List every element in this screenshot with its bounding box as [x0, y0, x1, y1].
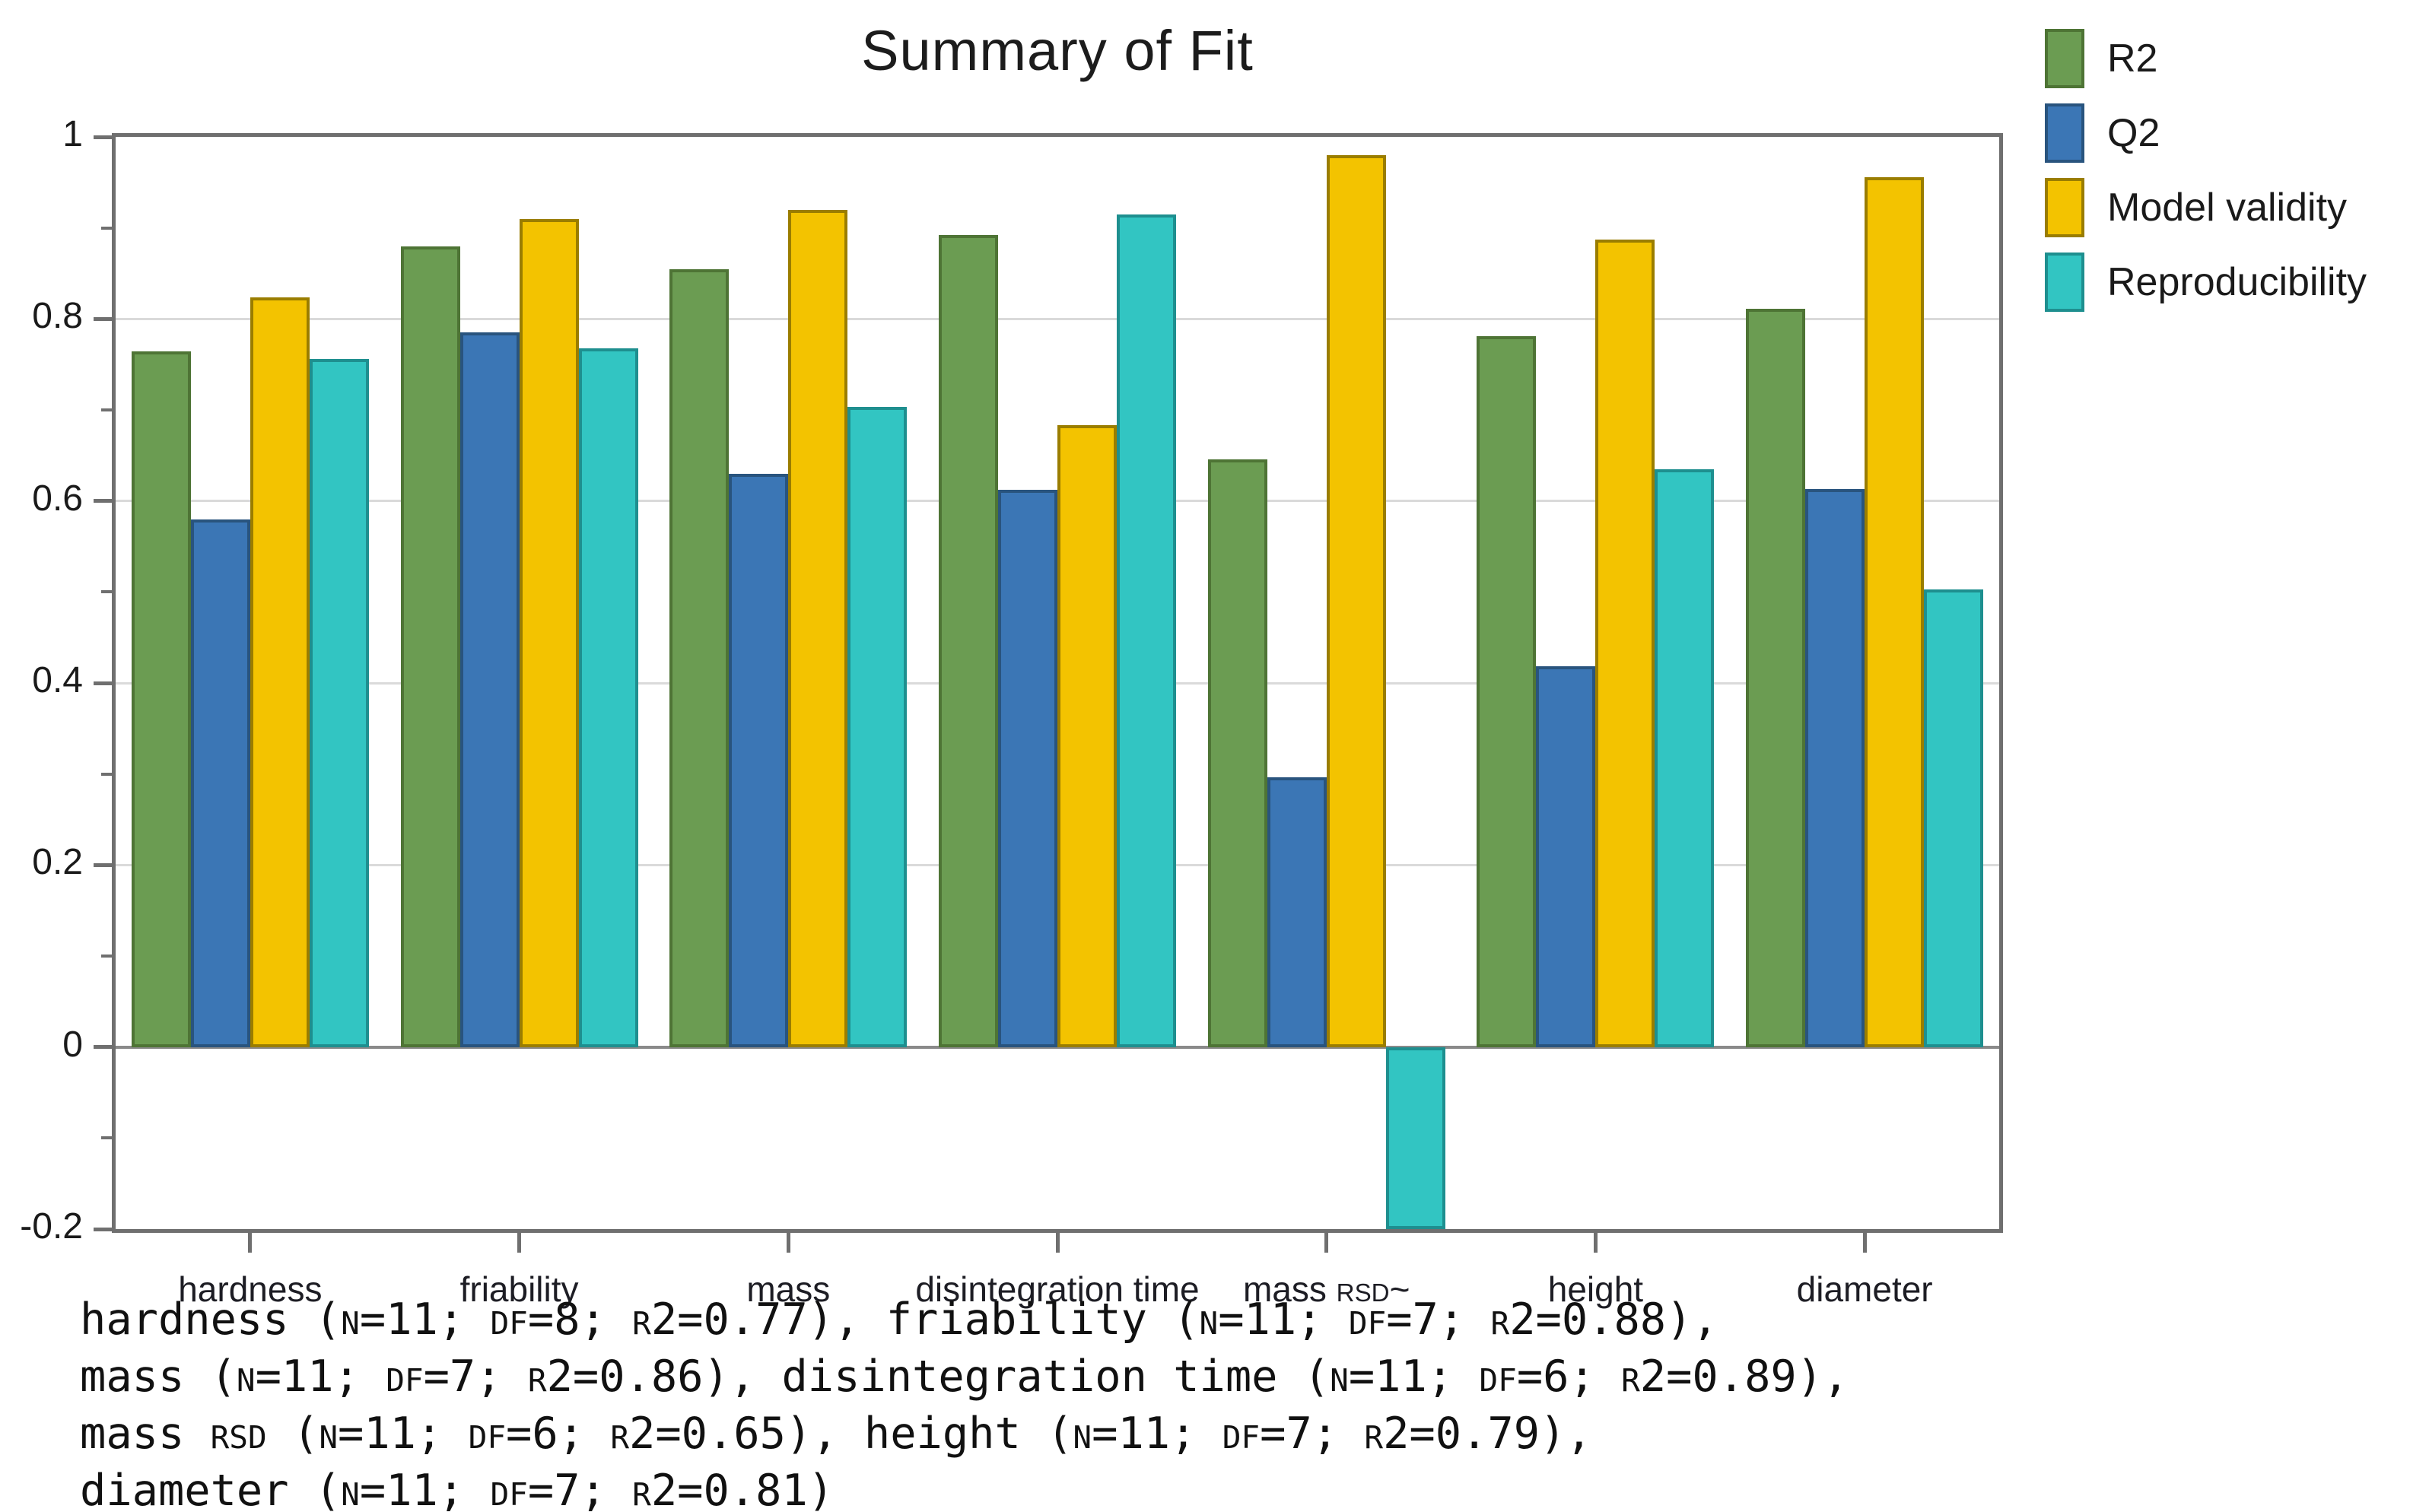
footnote-line: hardness (N=11; DF=8; R2=0.77), friabili… — [80, 1294, 1718, 1345]
y-minor-tick — [101, 590, 112, 594]
bar-reproducibility — [847, 407, 908, 1047]
y-tick-label: 1 — [62, 114, 83, 154]
bar-reproducibility — [1655, 469, 1715, 1047]
y-major-tick — [94, 1045, 112, 1050]
y-tick-label: 0.8 — [32, 296, 83, 337]
legend-label: R2 — [2107, 37, 2158, 81]
bar-reproducibility — [309, 358, 369, 1047]
y-major-tick — [94, 1227, 112, 1231]
legend-item-r2: R2 — [2045, 29, 2367, 88]
bar-r2 — [669, 268, 730, 1047]
bar-q2 — [1805, 489, 1865, 1047]
y-major-tick — [94, 862, 112, 867]
legend-item-reproducibility: Reproducibility — [2045, 253, 2367, 312]
bar-r2 — [1477, 336, 1537, 1047]
bar-r2 — [131, 351, 191, 1047]
y-minor-tick — [101, 226, 112, 230]
legend-swatch-r2 — [2045, 29, 2084, 88]
legend-swatch-reproducibility — [2045, 253, 2084, 312]
footnote-line: mass RSD (N=11; DF=6; R2=0.65), height (… — [80, 1409, 1592, 1459]
legend: R2 Q2 Model validity Reproducibility — [2045, 29, 2367, 327]
bar-model-validity — [1326, 154, 1386, 1047]
bar-reproducibility — [1117, 214, 1176, 1047]
y-minor-tick — [101, 955, 112, 958]
bar-q2 — [190, 519, 250, 1047]
bar-r2 — [400, 246, 460, 1047]
y-major-tick — [94, 681, 112, 685]
y-major-tick — [94, 499, 112, 503]
legend-item-q2: Q2 — [2045, 103, 2367, 163]
model-footnote: hardness (N=11; DF=8; R2=0.77), friabili… — [80, 1293, 1849, 1512]
legend-swatch-model-validity — [2045, 178, 2084, 237]
x-tick — [248, 1233, 253, 1253]
bar-q2 — [1267, 777, 1327, 1047]
zero-axis-line — [116, 1045, 1999, 1049]
legend-label: Model validity — [2107, 186, 2348, 230]
bar-model-validity — [519, 218, 579, 1047]
y-tick-label: 0 — [62, 1024, 83, 1065]
x-tick — [786, 1233, 790, 1253]
bar-r2 — [1746, 309, 1806, 1047]
bar-model-validity — [788, 209, 848, 1047]
y-tick-label: -0.2 — [20, 1206, 83, 1247]
bar-q2 — [1536, 666, 1596, 1047]
y-minor-tick — [101, 772, 112, 776]
bar-reproducibility — [1924, 589, 1984, 1047]
x-category-label: mass — [746, 1269, 831, 1309]
bar-q2 — [459, 332, 520, 1047]
bar-model-validity — [1865, 176, 1925, 1047]
x-category-label: disintegration time — [915, 1269, 1200, 1309]
legend-label: Reproducibility — [2107, 260, 2367, 304]
bar-reproducibility — [578, 348, 638, 1047]
x-category-label: height — [1547, 1269, 1644, 1309]
bar-model-validity — [1057, 425, 1117, 1047]
bar-reproducibility — [1385, 1047, 1445, 1229]
y-minor-tick — [101, 1136, 112, 1140]
y-tick-label: 0.6 — [32, 478, 83, 519]
x-tick — [1324, 1233, 1329, 1253]
bar-q2 — [998, 490, 1057, 1047]
bar-model-validity — [250, 297, 310, 1047]
y-major-tick — [94, 316, 112, 321]
x-category-label: hardness — [178, 1269, 323, 1309]
footnote-line: diameter (N=11; DF=7; R2=0.81) — [80, 1466, 835, 1512]
y-minor-tick — [101, 408, 112, 411]
y-major-tick — [94, 135, 112, 139]
bar-r2 — [939, 235, 998, 1047]
x-category-label: friability — [459, 1269, 579, 1309]
gridline — [116, 317, 1999, 320]
chart-title: Summary of Fit — [861, 19, 1254, 82]
x-category-label: mass RSD~ — [1242, 1269, 1410, 1309]
bar-r2 — [1207, 459, 1267, 1047]
x-tick — [1055, 1233, 1060, 1253]
legend-swatch-q2 — [2045, 103, 2084, 163]
legend-item-model-validity: Model validity — [2045, 178, 2367, 237]
legend-label: Q2 — [2107, 111, 2160, 155]
x-tick — [1593, 1233, 1598, 1253]
footnote-line: mass (N=11; DF=7; R2=0.86), disintegrati… — [80, 1352, 1849, 1402]
plot-area: 1 0.8 0.6 0.4 0.2 0 -0.2 hardness friability mass… — [20, 114, 2003, 1309]
bar-model-validity — [1595, 240, 1655, 1047]
x-tick — [1862, 1233, 1867, 1253]
y-tick-label: 0.2 — [32, 842, 83, 883]
x-category-label: diameter — [1796, 1269, 1933, 1309]
y-tick-label: 0.4 — [32, 660, 83, 700]
bar-q2 — [729, 473, 789, 1047]
x-tick — [517, 1233, 522, 1253]
